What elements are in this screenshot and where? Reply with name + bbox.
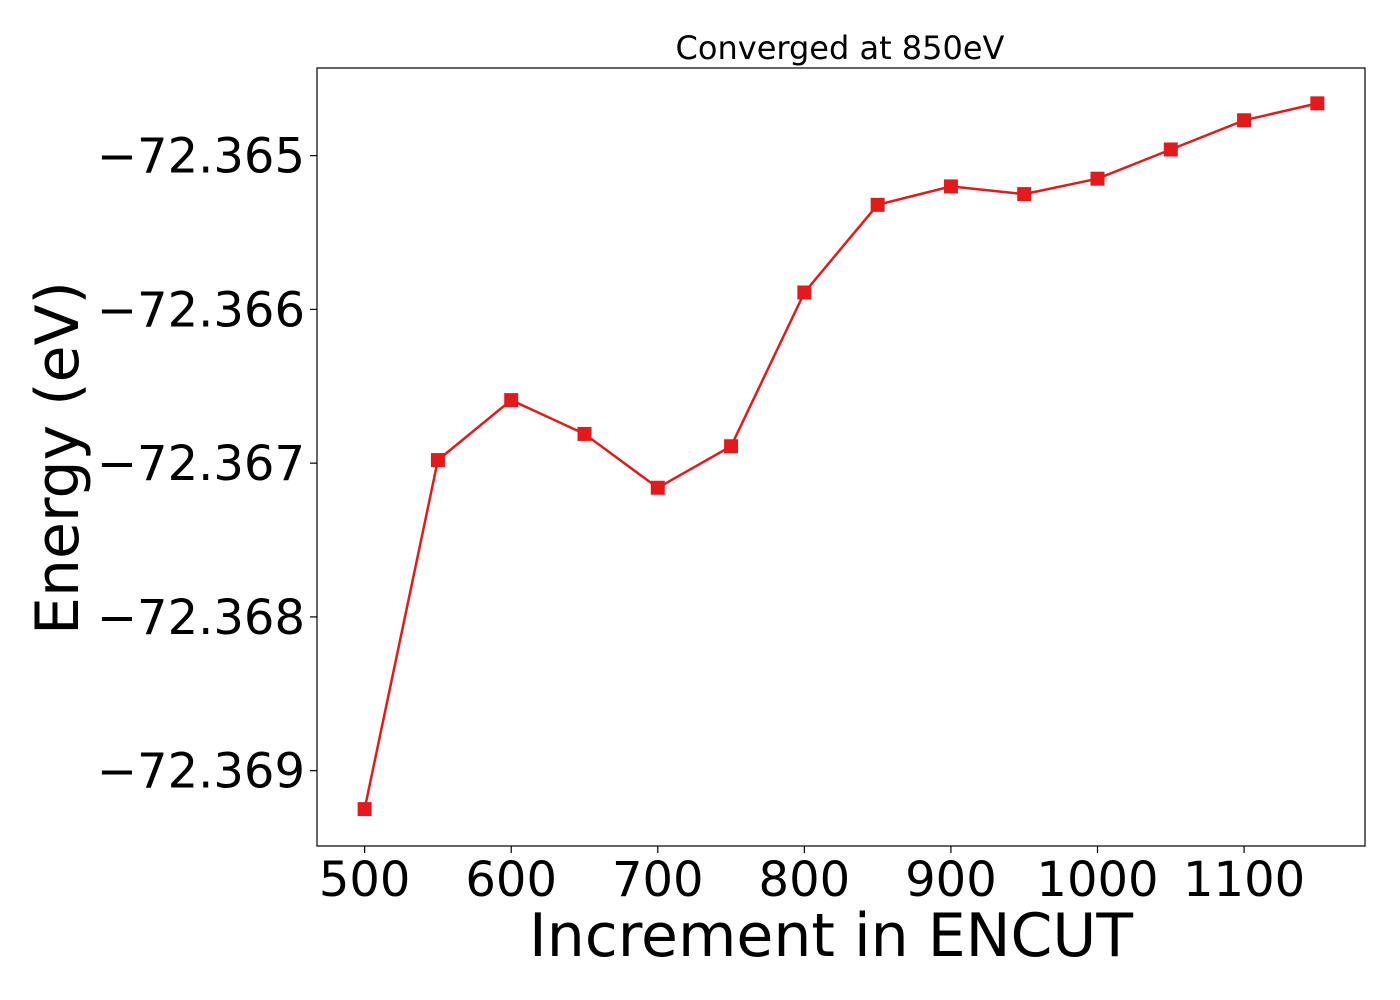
data-point-marker	[357, 802, 372, 817]
x-tick-label: 1100	[1183, 852, 1305, 908]
data-point-marker	[724, 439, 739, 454]
y-axis-label: Energy (eV)	[23, 281, 93, 635]
chart-title: Converged at 850eV	[676, 29, 1005, 67]
data-point-marker	[504, 393, 519, 408]
x-tick-label: 600	[465, 852, 557, 908]
y-tick-label: −72.366	[97, 282, 305, 338]
data-point-marker	[870, 197, 885, 212]
x-axis-label: Increment in ENCUT	[529, 901, 1133, 971]
data-point-marker	[1237, 113, 1252, 128]
data-point-marker	[577, 426, 592, 441]
x-tick-label: 800	[759, 852, 851, 908]
x-tick-label: 700	[612, 852, 704, 908]
x-tick-label: 900	[905, 852, 997, 908]
y-tick-label: −72.369	[97, 744, 305, 800]
x-axis: 500 600 700 800 900 1000 1100	[319, 846, 1305, 908]
data-point-marker	[1090, 171, 1105, 186]
x-tick-label: 500	[319, 852, 411, 908]
y-tick-label: −72.368	[97, 590, 305, 646]
series-line	[363, 102, 1318, 810]
data-point-marker	[430, 453, 445, 468]
y-tick-label: −72.367	[97, 436, 305, 492]
data-point-marker	[1017, 187, 1032, 202]
data-point-marker	[650, 480, 665, 495]
y-axis: −72.369 −72.368 −72.367 −72.366 −72.365	[97, 129, 317, 800]
data-point-marker	[797, 285, 812, 300]
data-point-marker	[1163, 142, 1178, 157]
series-layer	[357, 96, 1325, 817]
data-point-marker	[943, 179, 958, 194]
plot-area-frame	[316, 67, 1366, 847]
data-point-marker	[1310, 96, 1325, 111]
y-tick-label: −72.365	[97, 129, 305, 185]
x-tick-label: 1000	[1036, 852, 1158, 908]
